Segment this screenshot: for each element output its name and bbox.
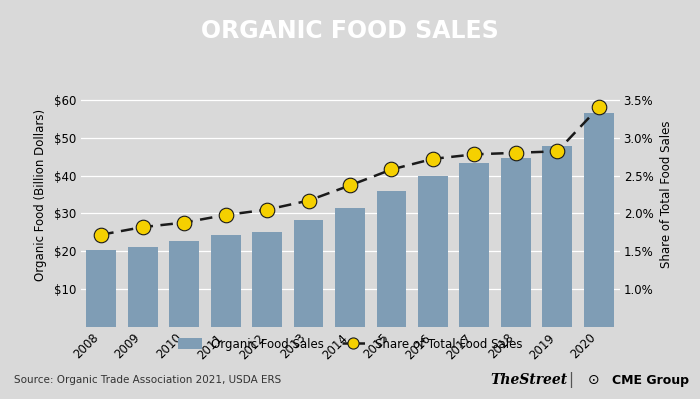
Bar [584, 113, 614, 327]
Point [96, 231, 107, 238]
Text: Source: Organic Trade Association 2021, USDA ERS: Source: Organic Trade Association 2021, … [14, 375, 281, 385]
Bar [128, 247, 158, 327]
Point [137, 224, 148, 230]
Bar [86, 250, 116, 327]
Y-axis label: Organic Food (Billion Dollars): Organic Food (Billion Dollars) [34, 109, 47, 280]
Bar [211, 235, 241, 327]
Bar [501, 158, 531, 327]
Text: ⊙: ⊙ [588, 373, 600, 387]
Legend: Organic Food Sales, Share of Total Food Sales: Organic Food Sales, Share of Total Food … [173, 333, 527, 356]
Y-axis label: Share of Total Food Sales: Share of Total Food Sales [660, 121, 673, 268]
Point [303, 198, 314, 204]
Bar [169, 241, 199, 327]
Point [262, 207, 273, 213]
Point [220, 212, 231, 218]
Bar [418, 176, 448, 327]
Point [593, 104, 604, 111]
Bar [542, 146, 572, 327]
Point [552, 148, 563, 154]
Bar [293, 219, 323, 327]
Point [344, 182, 356, 189]
Text: CME Group: CME Group [612, 373, 690, 387]
Bar [252, 232, 282, 327]
Bar [335, 208, 365, 327]
Bar [377, 191, 407, 327]
Point [427, 156, 438, 162]
Text: |: | [568, 372, 573, 388]
Point [386, 166, 397, 173]
Point [178, 219, 190, 226]
Text: ORGANIC FOOD SALES: ORGANIC FOOD SALES [201, 19, 499, 43]
Point [469, 151, 480, 158]
Bar [459, 163, 489, 327]
Text: TheStreet: TheStreet [490, 373, 567, 387]
Point [510, 150, 522, 156]
